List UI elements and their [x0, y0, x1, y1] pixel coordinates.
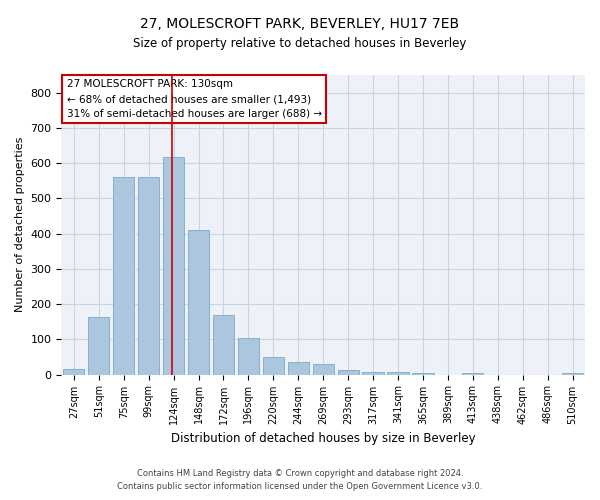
Text: 27 MOLESCROFT PARK: 130sqm
← 68% of detached houses are smaller (1,493)
31% of s: 27 MOLESCROFT PARK: 130sqm ← 68% of deta…: [67, 80, 322, 119]
Bar: [338, 370, 359, 374]
Bar: [313, 364, 334, 374]
Bar: [88, 317, 109, 374]
Bar: [412, 373, 434, 374]
Bar: [63, 368, 85, 374]
Bar: [388, 372, 409, 374]
Bar: [287, 362, 309, 374]
Bar: [138, 176, 159, 374]
Bar: [113, 176, 134, 374]
Text: Size of property relative to detached houses in Beverley: Size of property relative to detached ho…: [133, 38, 467, 51]
Bar: [163, 157, 184, 374]
Bar: [188, 230, 209, 374]
Bar: [562, 373, 583, 374]
Bar: [263, 357, 284, 374]
Bar: [462, 373, 484, 374]
Bar: [238, 338, 259, 374]
Y-axis label: Number of detached properties: Number of detached properties: [15, 137, 25, 312]
Text: Contains HM Land Registry data © Crown copyright and database right 2024.
Contai: Contains HM Land Registry data © Crown c…: [118, 470, 482, 491]
Bar: [362, 372, 383, 374]
X-axis label: Distribution of detached houses by size in Beverley: Distribution of detached houses by size …: [171, 432, 476, 445]
Text: 27, MOLESCROFT PARK, BEVERLEY, HU17 7EB: 27, MOLESCROFT PARK, BEVERLEY, HU17 7EB: [140, 18, 460, 32]
Bar: [213, 314, 234, 374]
